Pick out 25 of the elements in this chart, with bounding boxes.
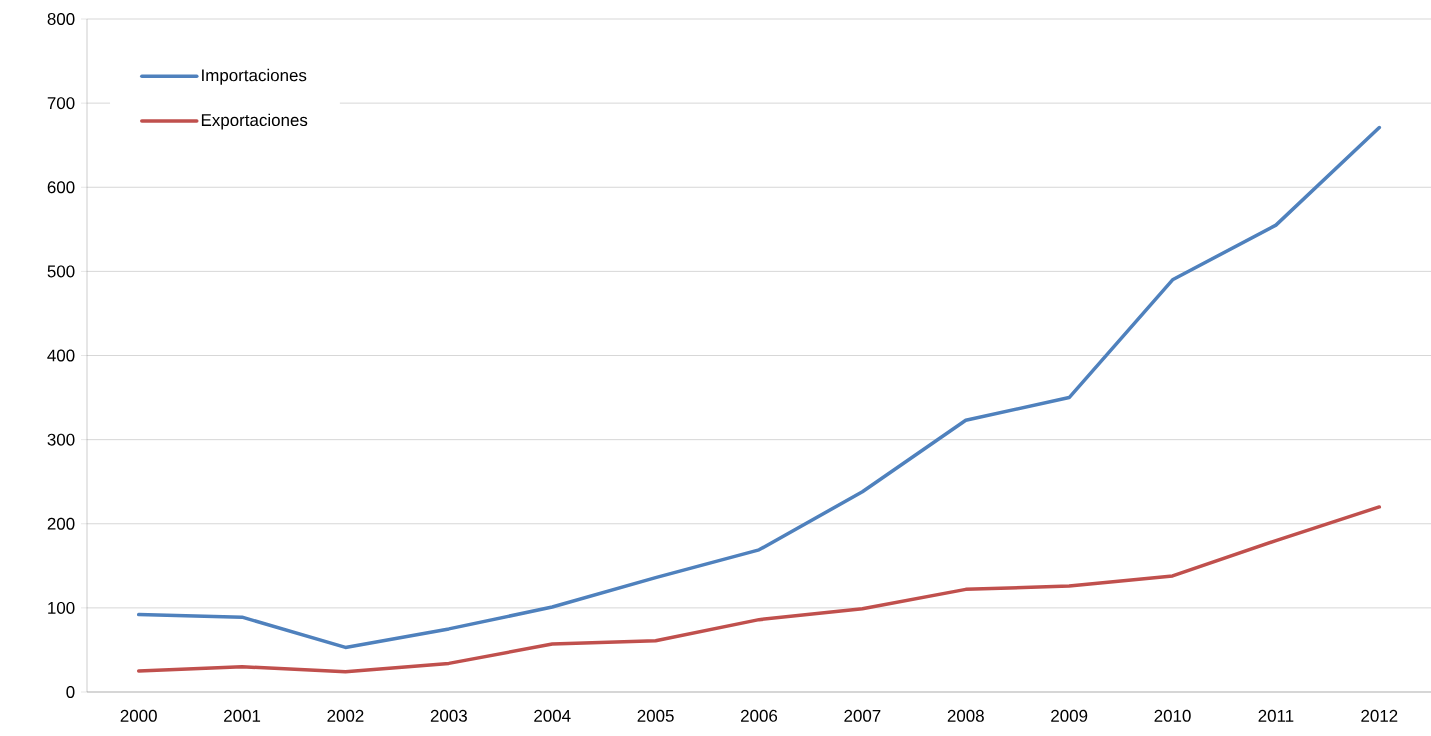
y-tick-label: 600: [47, 181, 75, 194]
legend-label: Importaciones: [202, 68, 307, 85]
x-tick-label: 2005: [637, 709, 674, 722]
x-tick-label: 2001: [224, 709, 261, 722]
x-tick-label: 2000: [120, 709, 157, 722]
x-tick-label: 2003: [430, 709, 467, 722]
x-tick-label: 2012: [1361, 709, 1398, 722]
y-tick-label: 300: [47, 433, 75, 446]
x-tick-label: 2002: [327, 709, 364, 722]
x-tick-label: 2009: [1051, 709, 1088, 722]
x-tick-label: 2011: [1258, 709, 1294, 722]
y-tick-label: 400: [47, 349, 75, 362]
y-tick-label: 0: [66, 686, 75, 698]
y-tick-label: 200: [47, 517, 75, 530]
legend-label: Exportaciones: [201, 113, 308, 130]
x-tick-label: 2010: [1154, 709, 1191, 722]
x-tick-label: 2008: [947, 709, 984, 722]
y-tick-label: 500: [47, 265, 75, 278]
y-tick-label: 100: [48, 601, 75, 614]
x-tick-label: 2007: [844, 709, 881, 722]
x-tick-label: 2006: [741, 709, 778, 722]
y-tick-label: 700: [47, 97, 75, 110]
x-tick-label: 2004: [534, 709, 571, 722]
y-tick-label: 800: [47, 13, 75, 25]
line-series: [136, 505, 1382, 674]
